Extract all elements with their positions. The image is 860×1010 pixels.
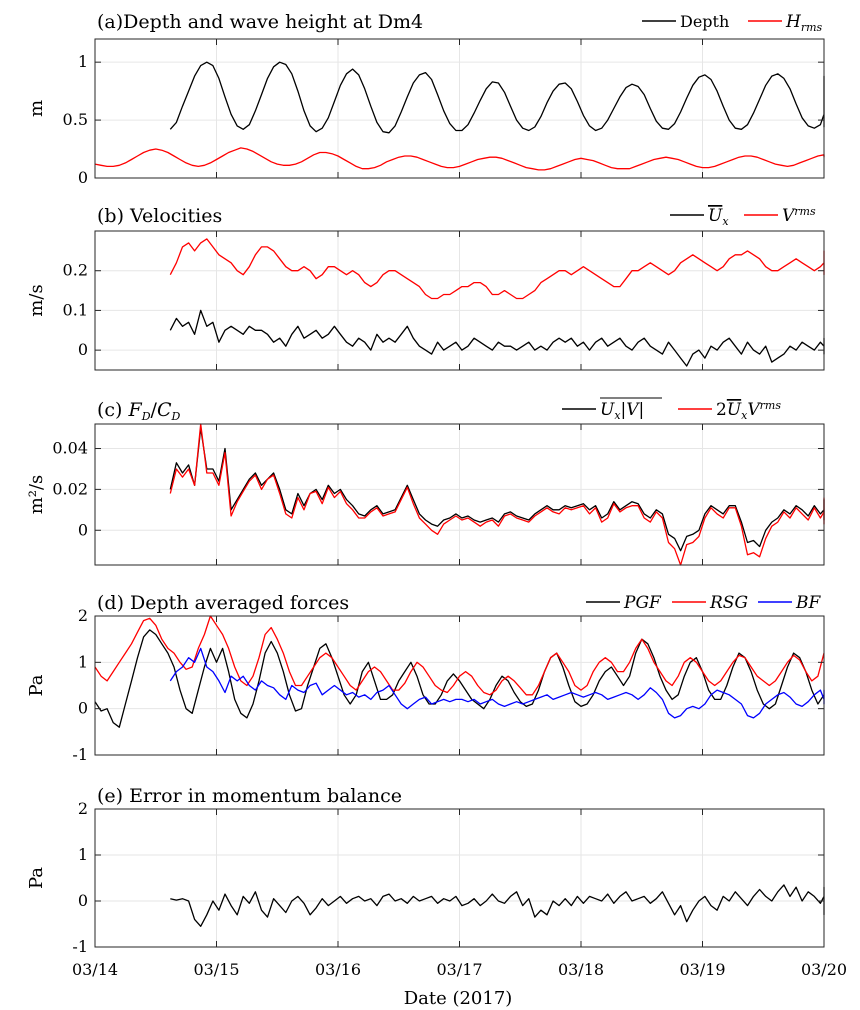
panel-d: -1 0 1 2 Pa (d) Depth averaged forces PGF RSG BF — [26, 592, 825, 764]
panel-c: 0 0.02 0.04 m²/s (c) FD/CD Ux|V| 2UxVrms — [26, 397, 825, 566]
y-tick-label: 2 — [78, 606, 88, 625]
series-line — [170, 884, 825, 927]
panel-e: -1 0 1 2 03/14 03/15 03/16 03/17 03/18 03/19 03/20… — [26, 785, 847, 979]
y-axis-label: Pa — [26, 867, 47, 889]
x-tick-label: 03/14 — [72, 960, 118, 979]
y-tick-label: 0.04 — [52, 439, 88, 458]
series-line — [169, 427, 825, 552]
y-tick-label: 1 — [78, 652, 88, 671]
y-tick-label: 0.5 — [63, 110, 88, 129]
y-axis-label: m — [26, 100, 47, 117]
y-tick-label: 0.2 — [63, 261, 88, 280]
series-line — [94, 147, 825, 171]
y-tick-label: -1 — [72, 745, 88, 764]
y-tick-label: 0.1 — [63, 300, 88, 319]
y-tick-label: 1 — [78, 52, 88, 71]
y-axis-label: Pa — [26, 674, 47, 696]
series-line — [169, 238, 825, 300]
legend-label: BF — [795, 593, 821, 613]
x-tick-label: 03/20 — [801, 960, 847, 979]
panel-title: (c) FD/CD — [97, 399, 180, 423]
panel-title: (e) Error in momentum balance — [97, 785, 402, 807]
legend-label: Depth — [680, 12, 729, 31]
x-tick-label: 03/18 — [558, 960, 604, 979]
legend-label: PGF — [623, 593, 662, 613]
legend-label: 2UxVrms — [716, 399, 781, 422]
series-line — [94, 615, 825, 696]
x-tick-label: 03/15 — [193, 960, 239, 979]
legend-label: Ux|V| — [600, 400, 644, 422]
x-tick-label: 03/19 — [679, 960, 725, 979]
y-tick-label: 0 — [78, 699, 88, 718]
panel-title: (b) Velocities — [97, 205, 222, 227]
series-line — [169, 423, 825, 566]
panel-b: 0 0.1 0.2 m/s (b) Velocities Ux Vrms — [26, 205, 825, 371]
legend-label: RSG — [709, 593, 748, 613]
x-axis-label: Date (2017) — [404, 988, 513, 1009]
y-tick-label: 0.02 — [52, 479, 88, 498]
y-tick-label: 2 — [78, 799, 88, 818]
y-tick-label: 0 — [78, 891, 88, 910]
y-tick-label: -1 — [72, 937, 88, 956]
series-line — [169, 647, 825, 719]
panel-a: 0 0.5 1 m (a)Depth and wave height at Dm4 Dep… — [26, 11, 825, 187]
y-tick-label: 0 — [78, 340, 88, 359]
y-tick-label: 0 — [78, 520, 88, 539]
panel-title: (d) Depth averaged forces — [97, 592, 349, 614]
legend-label: Ux — [708, 206, 729, 228]
y-tick-label: 0 — [78, 168, 88, 187]
series-line — [169, 309, 825, 367]
y-axis-label: m²/s — [26, 475, 47, 515]
legend-label: Hrms — [785, 12, 823, 34]
panel-title: (a)Depth and wave height at Dm4 — [97, 11, 423, 33]
x-tick-label: 03/16 — [315, 960, 361, 979]
legend-label: Vrms — [782, 205, 816, 226]
y-axis-label: m/s — [26, 284, 47, 316]
x-tick-label: 03/17 — [436, 960, 482, 979]
y-tick-label: 1 — [78, 845, 88, 864]
series-line — [169, 61, 825, 134]
